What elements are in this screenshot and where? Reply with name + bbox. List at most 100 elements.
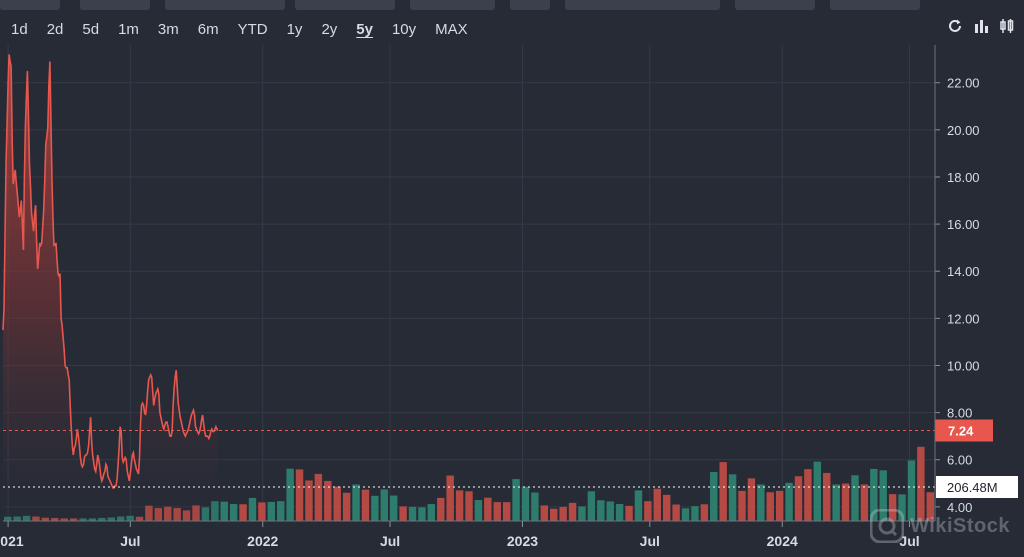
volume-bar: [418, 507, 426, 521]
volume-bar: [267, 501, 276, 521]
range-button-ytd[interactable]: YTD: [237, 21, 268, 38]
volume-bar: [597, 500, 605, 521]
range-button-3m[interactable]: 3m: [157, 21, 179, 38]
range-button-1d[interactable]: 1d: [11, 21, 28, 38]
y-tick-label: 18.00: [947, 170, 980, 185]
wikistock-logo-icon: [870, 509, 905, 543]
x-tick-label: Jul: [120, 533, 140, 549]
volume-bar: [813, 461, 822, 521]
volume-bar: [324, 480, 332, 521]
volume-bar: [248, 497, 257, 521]
volume-bar: [258, 502, 266, 521]
volume-bar: [653, 488, 661, 521]
bar-chart-icon[interactable]: [970, 15, 992, 37]
volume-bar: [681, 508, 690, 521]
volume-bar: [785, 482, 793, 521]
range-button-2d[interactable]: 2d: [46, 21, 64, 38]
y-tick-label: 20.00: [947, 123, 980, 138]
volume-bar: [851, 475, 859, 521]
watermark: WikiStock: [870, 509, 1010, 543]
volume-bar: [860, 484, 869, 521]
range-button-1m[interactable]: 1m: [118, 21, 139, 38]
volume-bar: [371, 495, 379, 521]
volume-bar: [832, 484, 840, 521]
volume-bar: [710, 471, 718, 521]
chart-tools: [944, 15, 1018, 37]
volume-bar: [775, 490, 784, 521]
volume-bar: [898, 494, 906, 521]
price-area: [2, 54, 219, 522]
volume-bar: [841, 483, 850, 521]
volume-bar: [587, 491, 596, 521]
volume-bar: [333, 486, 341, 521]
price-area-fill: [3, 54, 218, 522]
volume-bar: [446, 475, 454, 521]
range-button-1y[interactable]: 1y: [286, 21, 303, 38]
volume-bar: [229, 504, 238, 521]
volume-bar: [352, 484, 360, 521]
volume-bar: [361, 489, 370, 521]
y-tick-label: 4.00: [947, 500, 972, 515]
volume-bar: [728, 474, 737, 521]
last-price-badge: [935, 419, 993, 442]
refresh-icon[interactable]: [944, 15, 966, 37]
volume-bar: [286, 468, 294, 521]
volume-bar: [879, 470, 887, 521]
volume-bar: [917, 446, 925, 521]
range-button-max[interactable]: MAX: [435, 21, 468, 38]
volume-bar: [295, 469, 304, 521]
x-tick-label: Jul: [899, 533, 919, 549]
y-tick-label: 16.00: [947, 217, 980, 232]
volume-bar: [870, 468, 878, 521]
volume-bar: [757, 484, 765, 521]
volume-bar: [277, 501, 285, 521]
x-tick-label: 2023: [507, 533, 538, 549]
volume-bars: [4, 446, 934, 521]
volume-bar: [484, 497, 492, 521]
last-volume-badge: [936, 476, 1018, 498]
range-button-10y[interactable]: 10y: [391, 21, 417, 38]
volume-bar: [747, 478, 756, 521]
volume-bar: [578, 506, 586, 521]
range-button-6m[interactable]: 6m: [197, 21, 219, 38]
volume-bar: [644, 501, 652, 521]
last-value-markers: 7.24 206.48M: [3, 419, 1018, 498]
x-tick-label: Jul: [380, 533, 400, 549]
volume-bar: [766, 492, 774, 521]
volume-bar: [615, 504, 624, 521]
volume-bar: [521, 486, 530, 521]
x-axis: 2021 Jul 2022 Jul 2023 Jul 2024 Jul: [0, 520, 935, 549]
volume-bar: [662, 494, 671, 521]
x-tick-label: 2021: [0, 533, 24, 549]
volume-bar: [512, 479, 520, 521]
y-tick-label: 10.00: [947, 358, 980, 373]
volume-bar: [427, 504, 436, 521]
y-axis: 22.00 20.00 18.00 16.00 14.00 12.00 10.00 8.00 6…: [934, 45, 980, 521]
volume-bar: [437, 497, 445, 521]
volume-bar: [606, 501, 614, 521]
volume-bar: [550, 508, 558, 521]
volume-bar: [314, 473, 323, 521]
volume-bar: [389, 495, 398, 521]
volume-bar: [239, 504, 247, 521]
price-line: [2, 54, 219, 489]
range-button-2y[interactable]: 2y: [321, 21, 338, 38]
volume-bar: [823, 472, 831, 521]
volume-bar: [794, 476, 803, 521]
y-tick-label: 12.00: [947, 311, 980, 326]
y-tick-label: 22.00: [947, 76, 980, 91]
top-toolbar-strip: [0, 0, 1024, 10]
volume-bar: [691, 506, 699, 521]
volume-bar: [493, 502, 501, 521]
volume-bar: [804, 469, 812, 521]
range-button-5d[interactable]: 5d: [82, 21, 100, 38]
volume-bar: [502, 502, 511, 521]
range-button-5y[interactable]: 5y: [356, 21, 373, 38]
candlestick-icon[interactable]: [996, 15, 1018, 37]
volume-bar: [408, 506, 417, 521]
last-volume-label: 206.48M: [947, 480, 998, 495]
x-tick-label: Jul: [640, 533, 660, 549]
y-tick-label: 14.00: [947, 264, 980, 279]
volume-bar: [926, 492, 934, 521]
